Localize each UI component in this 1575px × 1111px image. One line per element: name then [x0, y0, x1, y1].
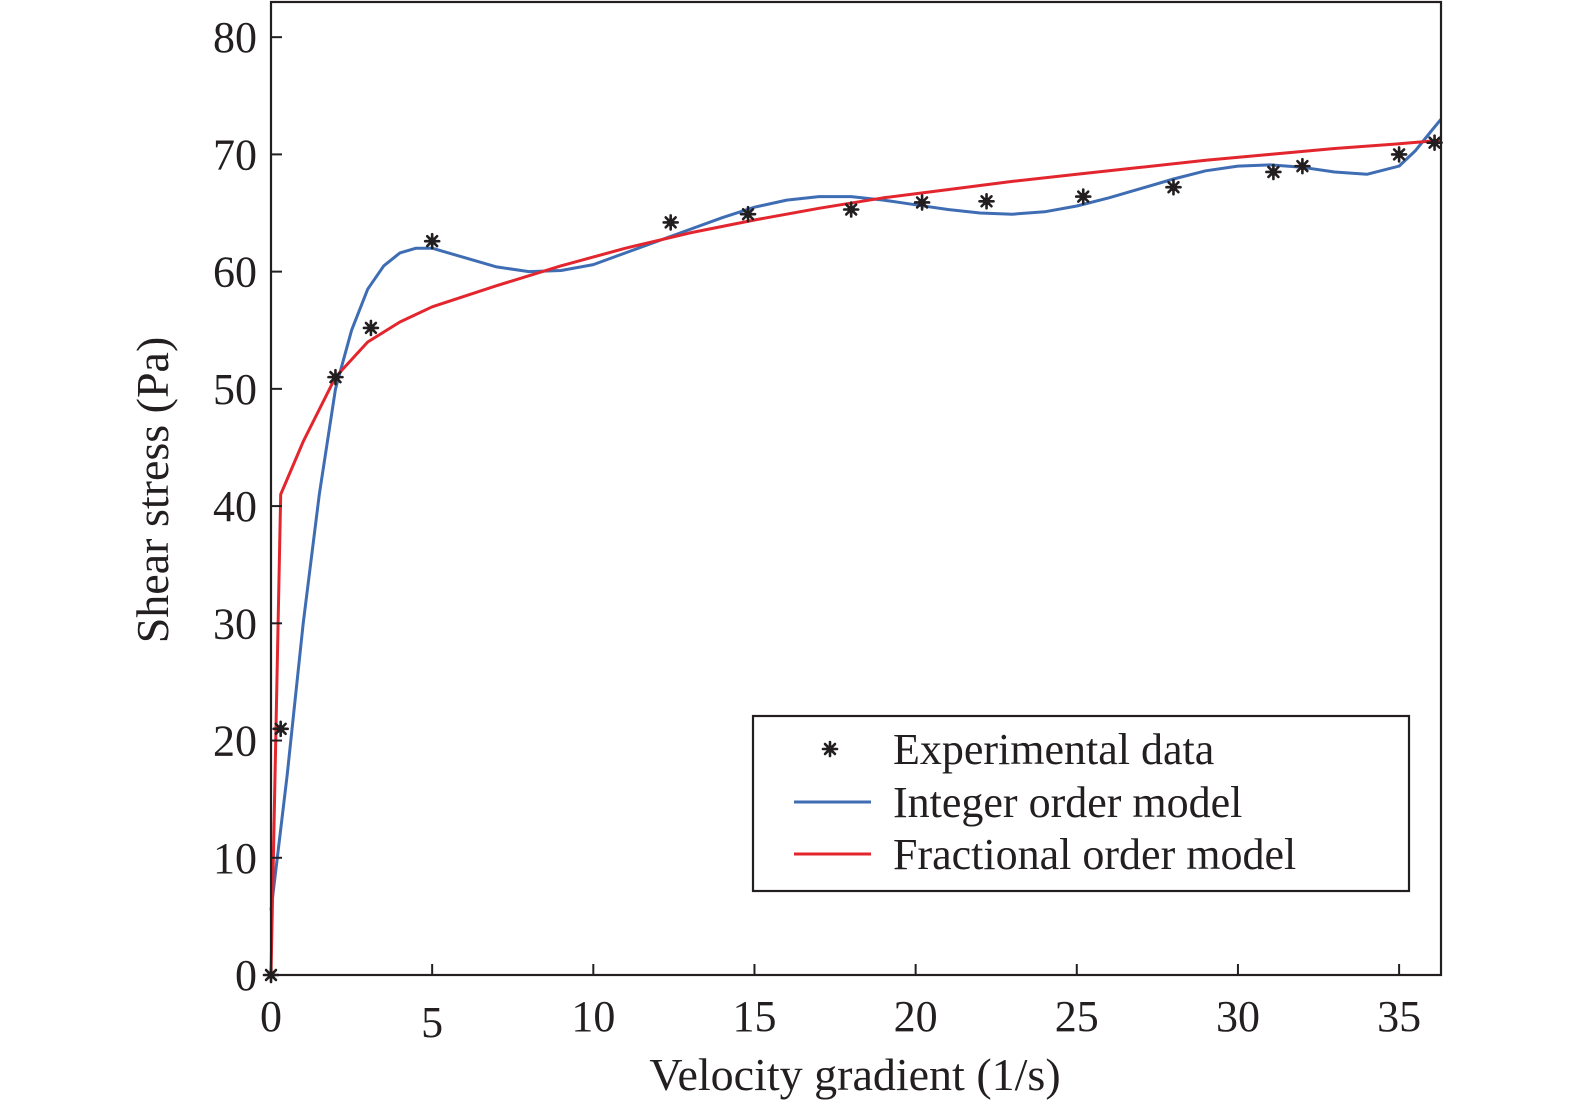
x-tick-label: 30: [1216, 992, 1260, 1041]
data-point-experimental: [842, 201, 860, 218]
x-tick-label: 15: [732, 992, 776, 1041]
y-tick-label: 10: [213, 834, 257, 883]
data-point-experimental: [1165, 178, 1182, 196]
data-point-experimental: [978, 192, 995, 210]
legend-marker-experimental-data: [821, 740, 839, 758]
legend-label-fractional-order-model: Fractional order model: [893, 830, 1296, 879]
y-tick-label: 60: [213, 248, 257, 297]
x-tick-label: 0: [260, 992, 282, 1041]
legend: Experimental data Integer order model Fr…: [751, 714, 1411, 893]
y-tick-label: 20: [213, 717, 257, 766]
legend-label-experimental-data: Experimental data: [893, 725, 1214, 774]
series-line-fractional-order-model: [269, 138, 1442, 976]
y-tick-label: 80: [213, 13, 257, 62]
plot-layer: [262, 118, 1443, 984]
legend-marker-star: [821, 740, 839, 758]
x-axis-title: Velocity gradient (1/s): [649, 1049, 1060, 1100]
y-axis-title: Shear stress (Pa): [127, 337, 178, 644]
x-tick-label: 20: [894, 992, 938, 1041]
data-point-experimental: [362, 319, 380, 337]
data-point-experimental: [662, 214, 679, 231]
y-tick-label: 30: [213, 599, 257, 648]
data-point-experimental: [913, 194, 931, 211]
series-line-integer-order-model: [269, 118, 1443, 911]
x-tick-label: 35: [1377, 992, 1421, 1041]
y-tick-label: 40: [213, 482, 257, 531]
axis-layer: 0 5 10 15 20 25 30 35 0 10 20 30 40 50 60 70 80: [213, 0, 1443, 1047]
data-point-experimental: [739, 205, 757, 223]
data-point-experimental: [327, 368, 344, 386]
x-tick-label: 5: [421, 998, 443, 1047]
data-point-experimental: [1074, 188, 1092, 205]
data-point-experimental: [1426, 134, 1443, 151]
legend-label-integer-order-model: Integer order model: [893, 778, 1242, 827]
data-point-experimental: [423, 232, 441, 250]
data-point-experimental: [1294, 157, 1311, 175]
plot-frame: [269, 0, 1443, 977]
x-tick-label: 10: [571, 992, 615, 1041]
y-tick-label: 70: [213, 130, 257, 179]
data-point-experimental: [1390, 146, 1408, 163]
data-point-experimental: [1265, 163, 1282, 181]
x-tick-label: 25: [1055, 992, 1099, 1041]
y-tick-label: 0: [235, 951, 257, 1000]
data-point-experimental: [272, 720, 289, 738]
y-tick-label: 50: [213, 365, 257, 414]
